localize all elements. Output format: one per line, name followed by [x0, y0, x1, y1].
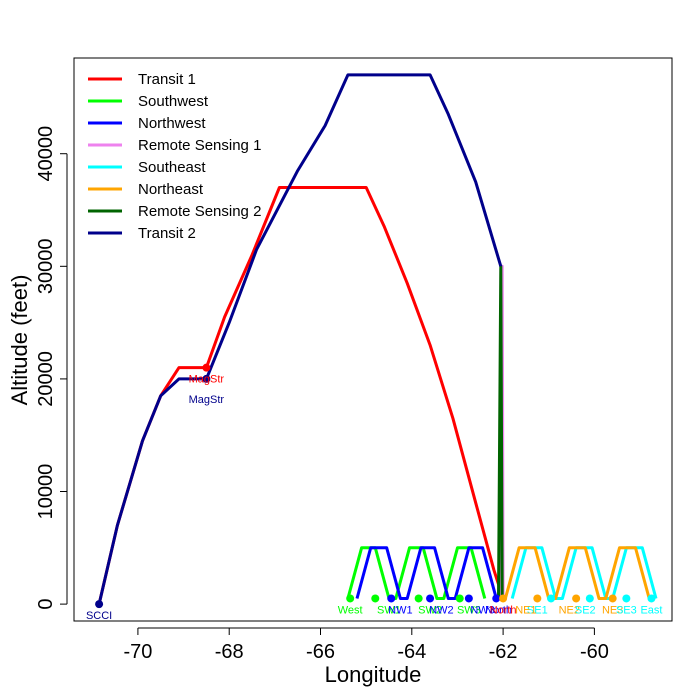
- legend-label-transit-1: Transit 1: [138, 71, 196, 88]
- waypoint-marker: [533, 594, 542, 603]
- point-label: NE2: [559, 604, 580, 616]
- point-label: SE2: [575, 604, 596, 616]
- series-line-northwest: [355, 546, 498, 600]
- waypoint-marker: [202, 363, 211, 372]
- point-label: SW2: [418, 604, 442, 616]
- waypoint-marker: [547, 594, 556, 603]
- legend-label-southeast: Southeast: [138, 159, 206, 176]
- x-tick-label: -68: [215, 641, 244, 663]
- legend-label-remote-sensing-2: Remote Sensing 2: [138, 203, 261, 220]
- legend-label-remote-sensing-1: Remote Sensing 1: [138, 137, 261, 154]
- point-label: SW1: [377, 604, 401, 616]
- point-label: NW1: [388, 604, 412, 616]
- waypoint-marker: [346, 594, 355, 603]
- marker-layer: [95, 363, 656, 609]
- legend: Transit 1 Southwest Northwest Remote Sensin…: [88, 71, 261, 242]
- waypoint-marker: [608, 594, 617, 603]
- y-tick-label: 40000: [35, 126, 57, 182]
- y-tick-label: 30000: [35, 238, 57, 294]
- point-label: SE3: [616, 604, 637, 616]
- legend-label-northwest: Northwest: [138, 115, 206, 132]
- waypoint-marker: [371, 594, 380, 603]
- x-axis-title: Longitude: [325, 662, 422, 687]
- y-tick-label: 20000: [35, 351, 57, 407]
- axis-layer: -70 -68 -66 -64 -62 -60 0 10000 20000 30000 40000: [35, 126, 609, 663]
- series-line-northeast: [503, 546, 651, 600]
- point-label: NE1: [515, 604, 536, 616]
- point-label: NW2: [429, 604, 453, 616]
- series-line-transit-2: [97, 73, 503, 605]
- x-tick-label: -64: [397, 641, 426, 663]
- point-label: SCCI: [86, 610, 112, 622]
- series-layer: [97, 73, 658, 605]
- point-label: MagStr: [189, 394, 225, 406]
- legend-label-southwest: Southwest: [138, 93, 209, 110]
- waypoint-marker: [464, 594, 473, 603]
- waypoint-marker: [426, 594, 435, 603]
- y-axis-title: Altitude (feet): [7, 275, 32, 406]
- x-tick-label: -66: [306, 641, 335, 663]
- waypoint-marker: [202, 374, 211, 383]
- waypoint-marker: [387, 594, 396, 603]
- point-label: SW3: [457, 604, 481, 616]
- waypoint-marker: [622, 594, 631, 603]
- waypoint-marker: [499, 594, 508, 603]
- waypoint-marker: [647, 594, 656, 603]
- point-label: NE3: [602, 604, 623, 616]
- y-tick-label: 0: [35, 599, 57, 610]
- point-label: North: [490, 604, 517, 616]
- point-label: NW3: [470, 604, 494, 616]
- plot-frame: [73, 57, 673, 622]
- legend-label-transit-2: Transit 2: [138, 225, 196, 242]
- point-label: East: [640, 604, 662, 616]
- point-label: North: [485, 604, 512, 616]
- x-tick-label: -62: [489, 641, 518, 663]
- waypoint-marker: [95, 600, 104, 609]
- x-tick-label: -60: [580, 641, 609, 663]
- legend-label-northeast: Northeast: [138, 181, 204, 198]
- waypoint-marker: [492, 594, 501, 603]
- waypoint-marker: [455, 594, 464, 603]
- point-label: MagStr: [189, 374, 225, 386]
- point-label: SE1: [527, 604, 548, 616]
- y-tick-label: 10000: [35, 464, 57, 520]
- waypoint-marker: [414, 594, 423, 603]
- point-label: West: [338, 604, 363, 616]
- waypoint-marker: [572, 594, 581, 603]
- x-tick-label: -70: [123, 641, 152, 663]
- waypoint-marker: [585, 594, 594, 603]
